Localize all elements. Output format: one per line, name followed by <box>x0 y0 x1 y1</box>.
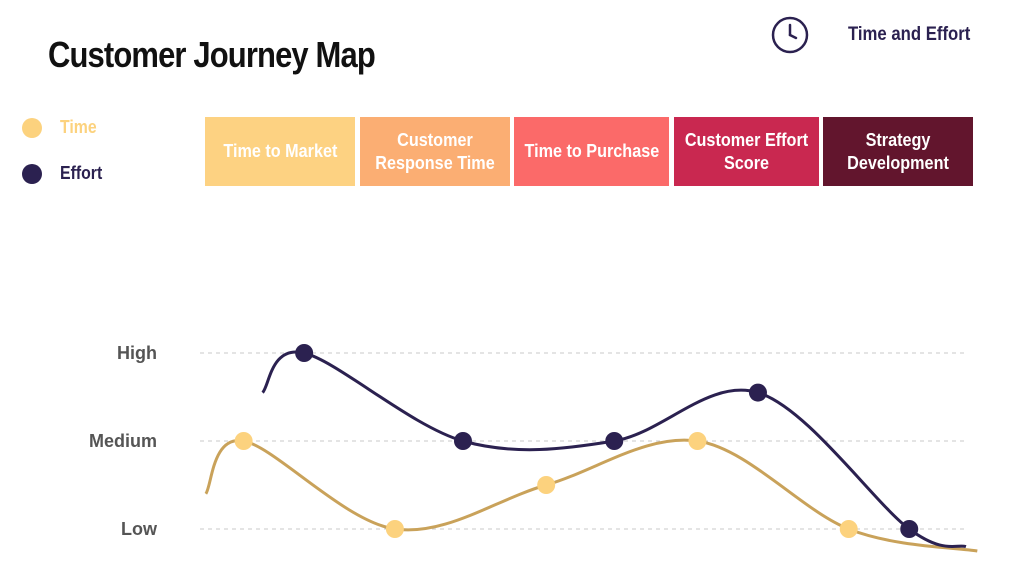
corner-label: Time and Effort <box>848 24 971 45</box>
stage-time-to-purchase: Time to Purchase <box>514 117 669 186</box>
effort-point-3 <box>605 432 624 450</box>
y-tick-label-low: Low <box>121 519 158 539</box>
time-point-4 <box>688 432 707 450</box>
legend-dot-effort <box>22 163 42 184</box>
legend-label-effort: Effort <box>60 163 103 183</box>
stage-customer-response-time: Customer Response Time <box>360 117 510 186</box>
legend-label-time: Time <box>60 117 97 137</box>
legend-item-time: Time <box>22 117 102 138</box>
effort-point-2 <box>453 432 472 450</box>
time-point-5 <box>839 520 858 538</box>
time-point-3 <box>537 476 556 494</box>
effort-point-1 <box>295 344 314 362</box>
stage-customer-effort-score: Customer Effort Score <box>674 117 819 186</box>
y-tick-label-medium: Medium <box>89 431 157 451</box>
series-line-time <box>204 438 978 553</box>
time-point-2 <box>385 520 404 538</box>
legend-item-effort: Effort <box>22 163 108 184</box>
page-title: Customer Journey Map <box>48 34 376 75</box>
stage-bar: Time to Market Customer Response Time Ti… <box>205 117 973 186</box>
effort-point-5 <box>900 520 919 538</box>
clock-icon <box>771 16 809 54</box>
stage-strategy-development: Strategy Development <box>823 117 973 186</box>
legend-dot-time <box>22 117 42 138</box>
effort-point-4 <box>748 383 767 402</box>
time-point-1 <box>234 432 253 450</box>
y-tick-label-high: High <box>117 343 157 363</box>
stage-time-to-market: Time to Market <box>205 117 355 186</box>
